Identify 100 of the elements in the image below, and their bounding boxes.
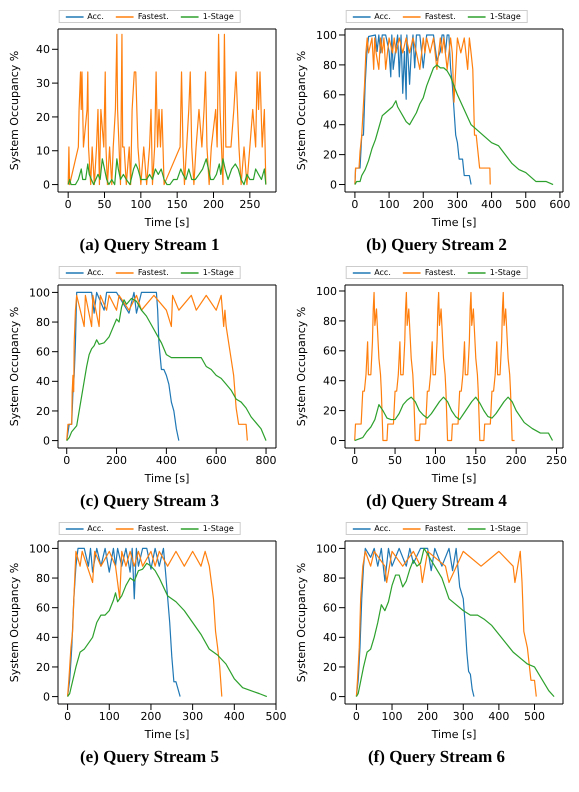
- y-tick-label: 20: [36, 110, 50, 124]
- x-tick-label: 300: [446, 198, 468, 211]
- text: (f) Query Stream 6: [366, 746, 506, 768]
- y-tick-label: 100: [316, 284, 337, 298]
- legend-label: Acc.: [87, 268, 104, 277]
- y-tick-label: 80: [323, 572, 337, 585]
- y-tick-label: 30: [36, 77, 50, 90]
- y-tick-label: 60: [323, 88, 337, 102]
- y-tick-label: 0: [330, 690, 337, 704]
- legend-label: 1-Stage: [202, 524, 234, 533]
- text: (d) Query Stream 4: [365, 490, 508, 512]
- y-tick-label: 60: [36, 346, 50, 359]
- x-tick-label: 400: [488, 710, 510, 723]
- y-tick-label: 0: [43, 690, 50, 704]
- x-tick-label: 200: [140, 710, 162, 723]
- x-tick-label: 600: [206, 454, 227, 467]
- line-series: [354, 64, 554, 186]
- x-tick-label: 400: [481, 198, 502, 211]
- line-series: [354, 37, 491, 186]
- y-tick-label: 100: [316, 542, 337, 556]
- legend-label: 1-Stage: [490, 12, 521, 21]
- y-tick-label: 40: [36, 631, 50, 644]
- x-tick-label: 400: [156, 454, 177, 467]
- x-tick-label: 150: [465, 454, 486, 467]
- x-axis-title: Time [s]: [430, 216, 476, 229]
- x-axis-title: Time [s]: [144, 728, 190, 741]
- y-axis-title: System Occupancy %: [8, 306, 21, 426]
- legend-label: Fastest.: [138, 268, 169, 277]
- x-tick-label: 300: [452, 710, 474, 723]
- legend-label: Acc.: [87, 524, 104, 533]
- x-tick-label: 100: [130, 198, 152, 211]
- line-series: [66, 292, 180, 442]
- x-tick-label: 100: [98, 710, 120, 723]
- y-tick-label: 60: [323, 602, 337, 615]
- y-tick-label: 20: [36, 404, 50, 418]
- y-tick-label: 80: [323, 58, 337, 72]
- y-tick-label: 0: [43, 434, 50, 448]
- x-tick-label: 0: [64, 710, 72, 723]
- text: (a) Query Stream 1: [78, 234, 220, 256]
- y-tick-label: 60: [323, 344, 337, 358]
- x-tick-label: 600: [549, 198, 570, 211]
- x-tick-label: 500: [524, 710, 546, 723]
- y-axis-title: System Occupancy %: [8, 562, 21, 682]
- text: (e) Query Stream 5: [79, 746, 220, 768]
- x-tick-label: 200: [506, 454, 527, 467]
- x-axis-title: Time [s]: [144, 472, 190, 485]
- line-series: [356, 548, 475, 698]
- text: (b) Query Stream 2: [365, 234, 508, 256]
- text: (c) Query Stream 3: [79, 490, 220, 512]
- x-tick-label: 100: [378, 198, 400, 211]
- y-tick-label: 10: [36, 144, 50, 158]
- y-tick-label: 0: [330, 434, 337, 448]
- x-tick-label: 200: [417, 710, 438, 723]
- x-axis-title: Time [s]: [144, 216, 190, 229]
- y-axis-title: System Occupancy %: [8, 50, 21, 170]
- x-tick-label: 100: [424, 454, 446, 467]
- y-tick-label: 80: [323, 314, 337, 328]
- legend-label: 1-Stage: [202, 268, 234, 277]
- x-tick-label: 0: [352, 710, 360, 723]
- legend-label: 1-Stage: [490, 268, 521, 277]
- y-tick-label: 20: [323, 404, 337, 418]
- x-tick-label: 0: [351, 198, 358, 211]
- legend-label: Acc.: [374, 524, 391, 533]
- legend-label: Fastest.: [424, 268, 456, 277]
- legend-label: Acc.: [87, 12, 104, 21]
- legend-label: Fastest.: [138, 524, 169, 533]
- y-tick-label: 20: [36, 660, 50, 674]
- y-axis-title: System Occupancy %: [294, 50, 308, 170]
- y-axis-title: System Occupancy %: [294, 306, 308, 426]
- y-tick-label: 40: [36, 375, 50, 388]
- x-tick-label: 200: [106, 454, 128, 467]
- y-tick-label: 0: [43, 178, 50, 192]
- line-series: [68, 34, 266, 186]
- x-tick-label: 150: [166, 198, 188, 211]
- y-tick-label: 40: [36, 43, 50, 56]
- y-tick-label: 80: [36, 572, 50, 585]
- legend-label: Acc.: [374, 268, 391, 277]
- legend-label: Acc.: [374, 12, 391, 21]
- x-axis-title: Time [s]: [430, 472, 476, 485]
- x-tick-label: 0: [63, 454, 70, 467]
- y-tick-label: 20: [323, 660, 337, 674]
- x-tick-label: 200: [203, 198, 224, 211]
- y-tick-label: 60: [36, 602, 50, 615]
- line-series: [66, 562, 268, 698]
- legend-label: 1-Stage: [490, 524, 521, 533]
- x-tick-label: 250: [239, 198, 260, 211]
- x-tick-label: 800: [256, 454, 277, 467]
- y-axis-title: System Occupancy %: [294, 562, 308, 682]
- y-tick-label: 40: [323, 631, 337, 644]
- y-tick-label: 20: [323, 148, 337, 162]
- x-tick-label: 500: [266, 710, 286, 723]
- x-tick-label: 500: [515, 198, 536, 211]
- y-tick-label: 40: [323, 118, 337, 132]
- y-tick-label: 100: [316, 28, 337, 42]
- line-series: [68, 158, 266, 186]
- legend-label: 1-Stage: [202, 12, 234, 21]
- x-tick-label: 50: [388, 454, 402, 467]
- legend-label: Fastest.: [424, 12, 456, 21]
- line-series: [354, 292, 516, 442]
- y-tick-label: 100: [29, 542, 50, 556]
